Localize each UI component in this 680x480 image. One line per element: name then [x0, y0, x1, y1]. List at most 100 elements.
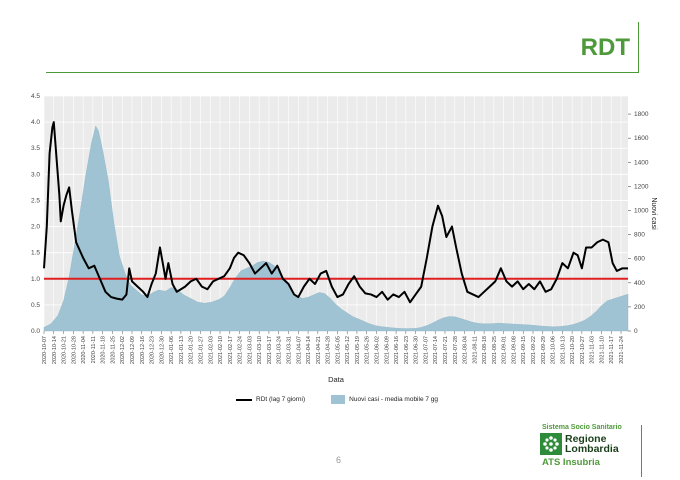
x-tick-label: 2021-02-03	[208, 336, 214, 364]
x-tick-label: 2021-04-07	[296, 336, 302, 364]
y-tick-label: 0.0	[31, 328, 40, 335]
chart-legend: RDt (lag 7 giorni) Nuovi casi - media mo…	[236, 395, 438, 404]
series-cases-area	[43, 125, 629, 332]
x-tick-label: 2021-07-07	[423, 336, 429, 364]
x-tick-label: 2021-10-20	[570, 336, 576, 364]
legend-label-rdt: RDt (lag 7 giorni)	[256, 396, 306, 403]
x-tick-label: 2021-08-04	[463, 336, 469, 364]
x-tick-label: 2021-07-14	[433, 336, 439, 364]
page-number: 6	[336, 455, 342, 465]
y-tick-label: 1.5	[31, 250, 40, 257]
x-tick-label: 2021-05-12	[345, 336, 351, 364]
x-axis-label: Data	[328, 375, 345, 384]
legend-swatch-cases	[331, 395, 346, 404]
y-tick-label: 2.0	[31, 224, 40, 231]
logo-name-line2: Lombardia	[565, 443, 619, 455]
x-tick-label: 2021-07-21	[443, 336, 449, 364]
legend-swatch-rdt	[236, 398, 252, 401]
x-tick-label: 2021-03-17	[267, 336, 273, 364]
x-tick-label: 2021-05-05	[335, 336, 341, 364]
logo-name-line1: Regione	[565, 433, 607, 445]
y2-tick-label: 200	[634, 304, 645, 311]
x-tick-label: 2021-11-03	[590, 336, 596, 364]
x-tick-label: 2021-04-21	[316, 336, 322, 364]
series-rdt-line	[43, 121, 628, 304]
x-tick-label: 2021-09-01	[502, 336, 508, 364]
x-tick-label: 2021-10-13	[560, 336, 566, 364]
y2-tick-label: 400	[634, 280, 645, 287]
x-tick-label: 2021-02-24	[238, 336, 244, 364]
logo-agency: ATS Insubria	[542, 457, 600, 468]
x-tick-label: 2021-10-27	[580, 336, 586, 364]
y2-tick-label: 800	[634, 232, 645, 239]
x-tick-label: 2020-11-18	[101, 336, 107, 364]
rdt-chart: 0.0 0.5 1.0 1.5 2.0 2.5 3.0 3.5 4.0 4.5 0 200 400 600…	[31, 93, 657, 384]
x-tick-label: 2021-06-16	[394, 336, 400, 364]
y-tick-label: 4.5	[31, 93, 40, 100]
x-tick-label: 2020-10-28	[71, 336, 77, 364]
y2-tick-label: 1600	[634, 135, 649, 142]
y-tick-label: 0.5	[31, 302, 40, 309]
x-tick-label: 2021-07-28	[453, 336, 459, 364]
x-tick-label: 2021-05-19	[355, 336, 361, 364]
x-tick-label: 2021-06-02	[375, 336, 381, 364]
x-tick-label: 2020-11-25	[110, 336, 116, 364]
x-tick-label: 2021-01-13	[179, 336, 185, 364]
x-tick-label: 2020-11-11	[91, 336, 97, 363]
x-tick-label: 2021-06-09	[384, 336, 390, 364]
x-tick-label: 2021-11-24	[619, 336, 625, 364]
y2-tick-label: 0	[634, 328, 638, 335]
x-tick-label: 2020-12-23	[150, 336, 156, 364]
x-tick-label: 2020-12-09	[130, 336, 136, 364]
x-tick-label: 2020-10-07	[42, 336, 48, 364]
x-tick-label: 2021-01-27	[198, 336, 204, 364]
x-tick-label: 2020-10-14	[52, 336, 58, 364]
x-tick-label: 2021-05-26	[365, 336, 371, 364]
y-tick-label: 4.0	[31, 119, 40, 126]
x-tick-label: 2020-12-02	[120, 336, 126, 364]
x-tick-label: 2021-01-20	[189, 336, 195, 364]
legend-label-cases: Nuovi casi - media mobile 7 gg	[349, 396, 439, 403]
x-tick-label: 2021-11-17	[609, 336, 615, 364]
title-vertical-divider	[638, 22, 639, 73]
y-tick-label: 3.0	[31, 171, 40, 178]
x-tick-label: 2021-03-03	[247, 336, 253, 364]
y2-tick-label: 1800	[634, 111, 649, 118]
slide-title: RDT	[580, 34, 630, 61]
y2-tick-label: 1400	[634, 159, 649, 166]
rosa-camuna-icon	[540, 433, 562, 455]
x-tick-label: 2021-02-17	[228, 336, 234, 364]
x-tick-label: 2021-03-10	[257, 336, 263, 364]
x-tick-label: 2021-04-28	[326, 336, 332, 364]
x-tick-label: 2021-10-06	[551, 336, 557, 364]
x-tick-label: 2021-03-31	[286, 336, 292, 364]
x-tick-label: 2021-01-06	[169, 336, 175, 364]
y2-axis-label: Nuovi casi	[650, 197, 657, 230]
x-tick-label: 2020-11-04	[81, 336, 87, 364]
regione-lombardia-logo: Sistema Socio Sanitario Regione Lombardi…	[540, 424, 650, 468]
y-tick-label: 1.0	[31, 276, 40, 283]
logo-divider	[641, 425, 642, 477]
y-tick-label: 2.5	[31, 197, 40, 204]
x-tick-label: 2021-11-10	[599, 336, 605, 364]
x-tick-label: 2021-06-30	[414, 336, 420, 364]
x-tick-label: 2021-09-29	[541, 336, 547, 364]
title-divider	[46, 72, 639, 73]
plot-panel	[44, 96, 628, 331]
x-tick-label: 2021-06-23	[404, 336, 410, 364]
x-tick-label: 2021-08-18	[482, 336, 488, 364]
x-tick-label: 2020-12-16	[140, 336, 146, 364]
y2-tick-label: 600	[634, 256, 645, 263]
x-tick-label: 2021-04-14	[306, 336, 312, 364]
y-tick-label: 3.5	[31, 145, 40, 152]
x-tick-label: 2021-02-10	[218, 336, 224, 364]
x-tick-label: 2020-12-30	[159, 336, 165, 364]
x-tick-label: 2020-10-21	[62, 336, 68, 364]
x-tick-label: 2021-09-08	[511, 336, 517, 364]
y2-tick-label: 1000	[634, 207, 649, 214]
logo-top-text: Sistema Socio Sanitario	[542, 424, 622, 431]
x-tick-label: 2021-08-25	[492, 336, 498, 364]
x-tick-label: 2021-03-24	[277, 336, 283, 364]
x-tick-label: 2021-08-11	[472, 336, 478, 364]
x-tick-label: 2021-09-15	[521, 336, 527, 364]
